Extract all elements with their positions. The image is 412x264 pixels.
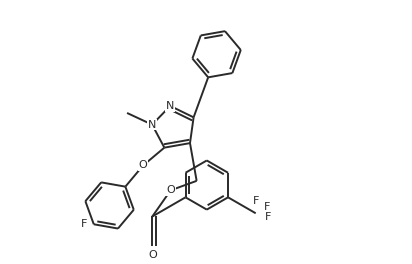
Text: F: F xyxy=(253,196,259,205)
Text: F: F xyxy=(264,202,270,212)
Text: N: N xyxy=(166,101,174,111)
Text: N: N xyxy=(148,120,156,130)
Text: O: O xyxy=(148,250,157,260)
Text: O: O xyxy=(139,161,147,171)
Text: F: F xyxy=(81,219,87,229)
Text: F: F xyxy=(265,212,272,222)
Text: O: O xyxy=(166,185,175,195)
